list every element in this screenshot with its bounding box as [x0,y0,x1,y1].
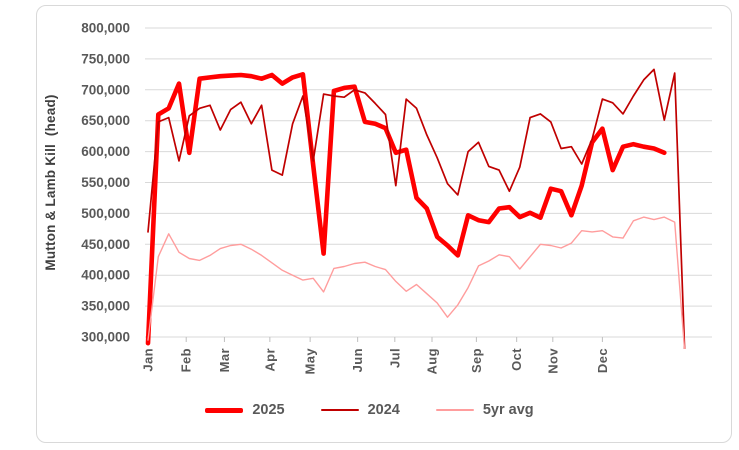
x-month-label: Mar [217,348,232,372]
legend-swatch-5yr-avg [435,409,474,411]
legend-label: 2024 [367,402,400,418]
legend-item-2024[interactable]: 2024 [320,402,400,418]
x-month-label: Jan [141,348,156,372]
series-line-2025[interactable] [145,72,667,346]
x-month-label: Oct [509,348,524,371]
series-line-5yr-avg[interactable] [147,216,686,355]
y-tick-label: 700,000 [81,82,130,97]
y-tick-label: 750,000 [81,51,130,66]
y-tick-label: 800,000 [81,21,130,36]
legend-swatch-2024 [320,409,359,411]
x-month-label: Jul [387,348,402,368]
y-tick-label: 300,000 [81,330,130,345]
x-month-label: Apr [262,348,277,372]
legend-label: 2025 [252,402,285,418]
x-month-label: Dec [595,348,610,373]
x-month-label: Feb [179,348,194,372]
y-tick-label: 450,000 [81,237,130,252]
x-month-label: Aug [424,348,439,374]
y-tick-label: 500,000 [81,206,130,221]
legend-label: 5yr avg [482,402,534,418]
y-tick-label: 600,000 [81,144,130,159]
y-axis-title: Mutton & Lamb Kill (head) [43,94,58,270]
y-tick-label: 350,000 [81,299,130,314]
y-tick-label: 400,000 [81,268,130,283]
y-tick-label: 550,000 [81,175,130,190]
x-month-label: Sep [469,348,484,373]
x-month-label: May [303,348,318,375]
x-month-label: Nov [545,348,560,374]
y-tick-label: 650,000 [81,113,130,128]
legend-item-2025[interactable]: 2025 [205,402,285,418]
legend-swatch-2025 [205,407,244,413]
x-month-label: Jun [350,348,365,372]
series-line-2024[interactable] [147,68,686,360]
legend-item-5yr-avg[interactable]: 5yr avg [435,402,534,418]
chart-legend: 2025 2024 5yr avg [0,402,739,418]
